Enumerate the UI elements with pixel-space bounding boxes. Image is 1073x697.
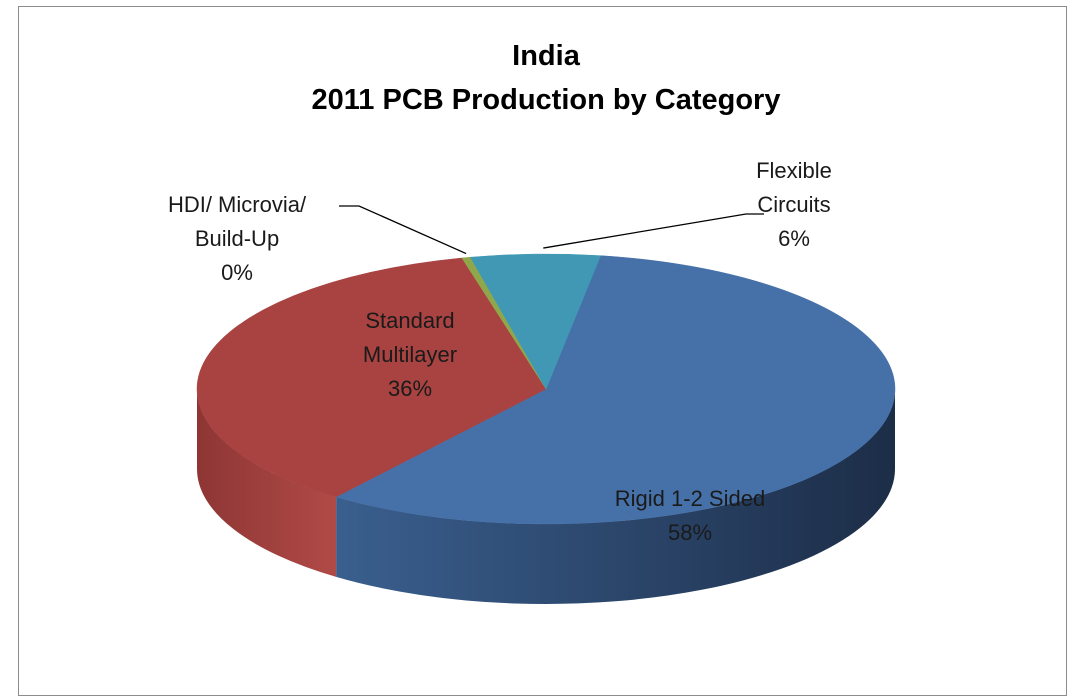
label-flexible-circuits: Flexible Circuits 6%: [756, 158, 832, 251]
pie-side-rigid-1-2-sided: [336, 389, 895, 605]
label-flexible-line-1: Flexible: [756, 158, 832, 183]
pie-tops: [196, 253, 896, 525]
leader-lines: [339, 205, 764, 255]
label-standard-multilayer: Standard Multilayer 36%: [363, 308, 457, 401]
chart-title-line-1: India: [512, 40, 581, 72]
pie-sides: [197, 389, 895, 605]
leader-line-hdi: [339, 205, 467, 255]
chart-title-line-2: 2011 PCB Production by Category: [312, 84, 781, 116]
label-standard-line-2: Multilayer: [363, 342, 457, 367]
pie-side-standard-multilayer: [197, 389, 337, 577]
label-hdi-line-2: Build-Up: [195, 226, 279, 251]
chart-frame: India 2011 PCB Production by Category Fl…: [18, 6, 1067, 696]
pie-slice-rigid-1-2-sided: [335, 255, 896, 525]
label-flexible-value: 6%: [778, 226, 810, 251]
label-hdi-line-1: HDI/ Microvia/: [168, 192, 307, 217]
label-hdi: HDI/ Microvia/ Build-Up 0%: [168, 192, 307, 285]
pie-chart: India 2011 PCB Production by Category Fl…: [168, 40, 896, 605]
label-flexible-line-2: Circuits: [757, 192, 830, 217]
label-hdi-value: 0%: [221, 260, 253, 285]
label-standard-value: 36%: [388, 376, 432, 401]
leader-line-flexible: [543, 213, 764, 249]
label-rigid-line-1: Rigid 1-2 Sided: [615, 486, 765, 511]
label-rigid: Rigid 1-2 Sided 58%: [615, 486, 765, 545]
label-standard-line-1: Standard: [365, 308, 454, 333]
label-rigid-value: 58%: [668, 520, 712, 545]
pie-slice-standard-multilayer: [196, 257, 547, 498]
pie-slice-flexible-circuits: [469, 253, 601, 390]
